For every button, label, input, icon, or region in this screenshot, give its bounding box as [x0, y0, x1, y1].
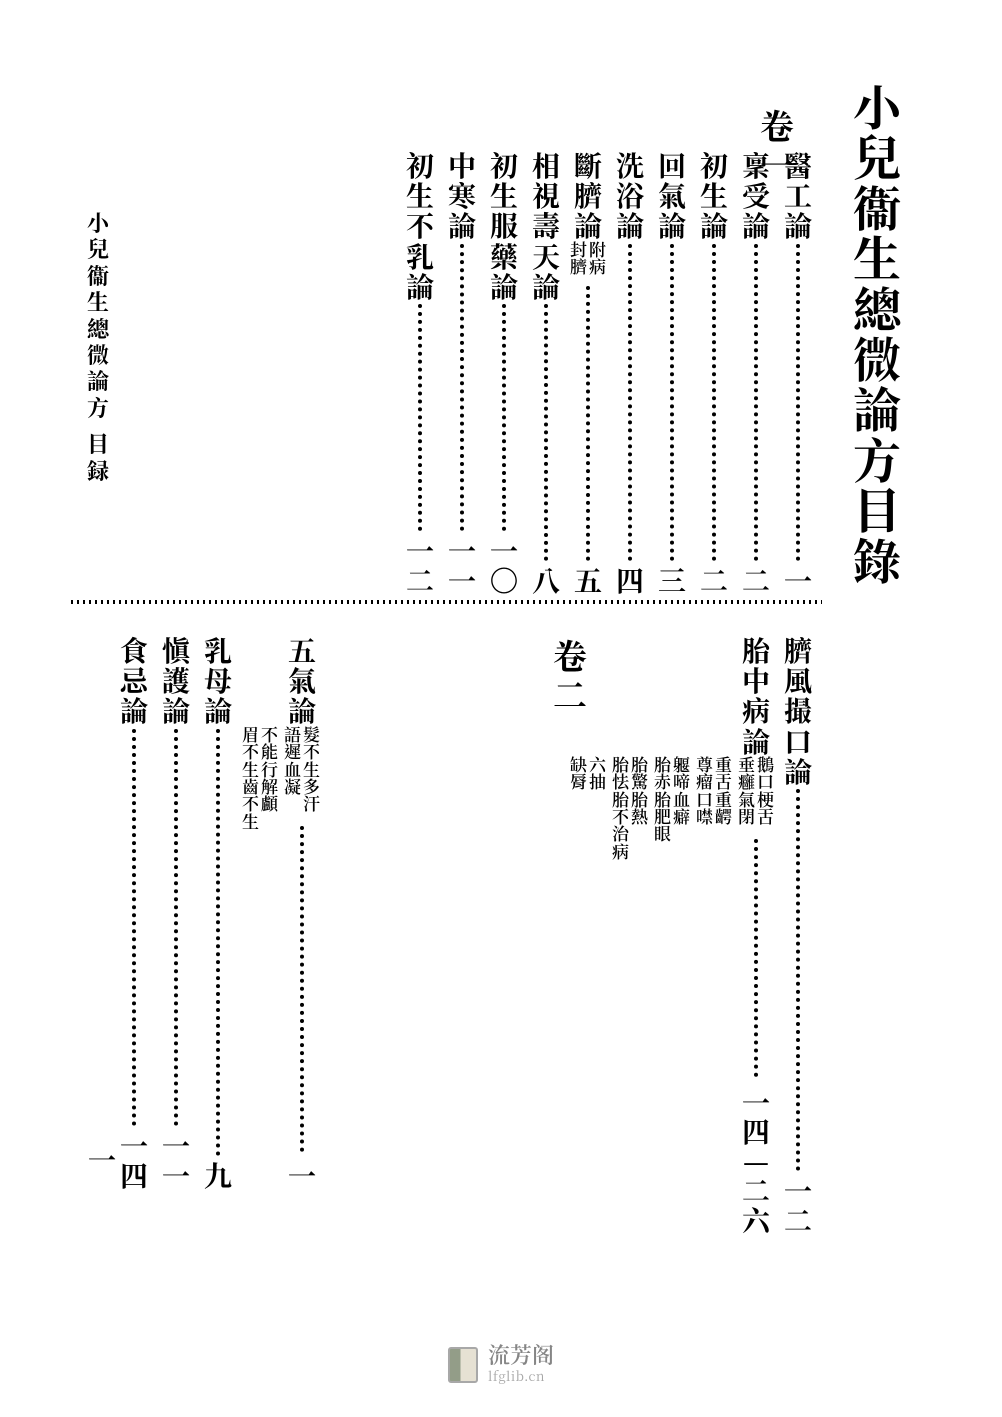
entry-page: 九	[199, 1161, 237, 1190]
dot-leader	[418, 304, 422, 531]
dot-leader	[300, 826, 304, 1152]
toc-entry: 醫工論一	[779, 150, 817, 595]
entry-page: 一一	[157, 1131, 195, 1190]
entry-title: 醫工論	[779, 150, 817, 241]
dot-leader	[544, 304, 548, 561]
dot-leader	[460, 244, 464, 531]
entry-page: 五	[569, 566, 607, 595]
dot-leader	[670, 244, 674, 561]
toc-entry: 初生論二	[695, 150, 733, 595]
entry-title: 初生論	[695, 150, 733, 241]
annotation-column: 不能行解顱眉不生齒不生	[241, 635, 279, 1190]
annotation-column: 躽啼血癖胎赤胎肥眼	[653, 635, 691, 1235]
page: 小兒衞生總微論方目錄 卷一 醫工論一稟受論二初生論二回氣論三洗浴論四斷臍論附病封…	[55, 55, 947, 1255]
entry-page: 一四—二六	[737, 1088, 775, 1235]
toc-entry: 食忌論一四	[115, 635, 153, 1190]
watermark-text: 流芳阁	[488, 1344, 554, 1366]
toc-entry: 洗浴論四	[611, 150, 649, 595]
dot-leader	[754, 839, 758, 1077]
toc-entry: 胎中病論鵝口梗舌垂癰氣閉一四—二六	[737, 635, 775, 1235]
toc-entry: 五氣論髮不生多汗語遲血凝一	[283, 635, 321, 1190]
toc-entry: 回氣論三	[653, 150, 691, 595]
annotation-column: 六抽缺脣	[569, 635, 607, 1235]
annotation-column: 重舌重齶尊瘤口噤	[695, 635, 733, 1235]
section-divider	[70, 600, 822, 604]
toc-entry: 初生不乳論一二	[401, 150, 439, 595]
dot-leader	[502, 304, 506, 531]
entry-page: 一二	[779, 1176, 817, 1235]
volume-2-heading: 卷二	[550, 635, 590, 713]
dot-leader	[754, 244, 758, 561]
watermark: 流芳阁 lfglib.cn	[448, 1344, 554, 1385]
toc-entry: 稟受論二	[737, 150, 775, 595]
entry-title: 中寒論	[443, 150, 481, 241]
entry-title: 斷臍論	[569, 150, 607, 241]
dot-leader	[586, 286, 590, 561]
entry-page: 二	[737, 566, 775, 595]
toc-entry: 乳母論九	[199, 635, 237, 1190]
dot-leader	[174, 729, 178, 1126]
entry-page: 三	[653, 566, 691, 595]
volume-1-cont-entries: 臍風撮口論一二胎中病論鵝口梗舌垂癰氣閉一四—二六重舌重齶尊瘤口噤躽啼血癖胎赤胎肥…	[569, 635, 817, 1235]
toc-entry: 相視壽天論八	[527, 150, 565, 595]
toc-entry: 愼護論一一	[157, 635, 195, 1190]
dot-leader	[132, 729, 136, 1126]
volume-2-entries: 五氣論髮不生多汗語遲血凝一不能行解顱眉不生齒不生乳母論九愼護論一一食忌論一四	[115, 635, 375, 1235]
entry-page: 一一	[443, 536, 481, 595]
entry-annotation: 鵝口梗舌垂癰氣閉	[737, 755, 775, 824]
dot-leader	[216, 729, 220, 1156]
entry-title: 五氣論	[283, 635, 321, 726]
entry-title: 初生不乳論	[401, 150, 439, 301]
entry-page: 一	[283, 1161, 321, 1190]
entry-page: 四	[611, 566, 649, 595]
watermark-url: lfglib.cn	[488, 1366, 554, 1385]
page-number: 一	[87, 1145, 117, 1173]
entry-page: 一四	[115, 1131, 153, 1190]
dot-leader	[796, 789, 800, 1171]
entry-title: 相視壽天論	[527, 150, 565, 301]
entry-page: 八	[527, 566, 565, 595]
watermark-icon	[448, 1347, 478, 1383]
entry-title: 初生服藥論	[485, 150, 523, 301]
entry-title: 臍風撮口論	[779, 635, 817, 786]
toc-entry: 中寒論一一	[443, 150, 481, 595]
entry-title: 乳母論	[199, 635, 237, 726]
dot-leader	[628, 244, 632, 561]
entry-title: 回氣論	[653, 150, 691, 241]
entry-page: 一二	[401, 536, 439, 595]
entry-title: 稟受論	[737, 150, 775, 241]
entry-page: 一	[779, 566, 817, 595]
annotation-column: 胎驚胎熱胎怯胎不治病	[611, 635, 649, 1235]
dot-leader	[712, 244, 716, 561]
entry-page: 二	[695, 566, 733, 595]
entry-title: 愼護論	[157, 635, 195, 726]
toc-entry: 初生服藥論一〇	[485, 150, 523, 595]
entry-title: 胎中病論	[737, 635, 775, 756]
entry-page: 一〇	[485, 536, 523, 595]
entry-annotation: 髮不生多汗語遲血凝	[283, 725, 321, 812]
book-title: 小兒衞生總微論方目錄	[847, 80, 907, 584]
entry-title: 洗浴論	[611, 150, 649, 241]
entry-title: 食忌論	[115, 635, 153, 726]
toc-entry: 臍風撮口論一二	[779, 635, 817, 1235]
running-head: 小兒衞生總微論方目録	[85, 210, 111, 484]
dot-leader	[796, 244, 800, 561]
volume-1-entries: 醫工論一稟受論二初生論二回氣論三洗浴論四斷臍論附病封臍五相視壽天論八初生服藥論一…	[75, 150, 817, 595]
toc-entry: 斷臍論附病封臍五	[569, 150, 607, 595]
